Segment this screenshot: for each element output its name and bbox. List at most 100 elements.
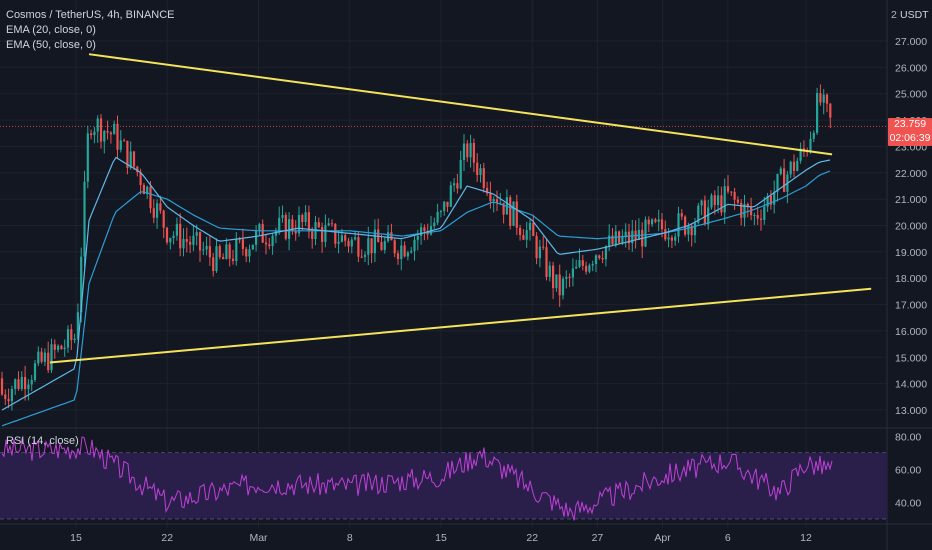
candle-body [301, 214, 304, 223]
candle-body [27, 384, 30, 390]
candle-body [70, 329, 73, 341]
candle-body [697, 205, 700, 223]
candle-body [413, 239, 416, 251]
candle-body [690, 225, 693, 236]
candle-body [829, 103, 832, 118]
candle-body [268, 244, 271, 247]
candle-body [588, 265, 591, 272]
candle-body [535, 235, 538, 259]
candle-body [370, 238, 373, 254]
ema50-legend[interactable]: EMA (50, close, 0) [6, 39, 96, 51]
candle-body [222, 256, 225, 260]
candle-body [436, 211, 439, 223]
price-tick-label: 14.000 [895, 379, 927, 391]
candle-body [542, 246, 545, 248]
candle-body [416, 235, 419, 240]
candle-body [528, 222, 532, 231]
candle-body [367, 238, 370, 255]
candle-body [156, 203, 159, 218]
candle-body [149, 186, 152, 209]
candle-body [387, 232, 390, 242]
candle-body [50, 344, 53, 371]
price-tick-label: 21.000 [895, 194, 927, 206]
candle-body [469, 143, 472, 158]
time-tick-label: 22 [526, 532, 538, 544]
candle-body [57, 345, 60, 350]
time-tick-label: 12 [800, 532, 812, 544]
candle-body [248, 249, 251, 257]
candle-body [568, 276, 571, 278]
price-tick-label: 20.000 [895, 221, 927, 233]
rsi-legend[interactable]: RSI (14, close) [6, 435, 79, 447]
candle-body [512, 201, 515, 226]
symbol-title[interactable]: Cosmos / TetherUS, 4h, BINANCE [6, 9, 175, 21]
candle-body [17, 379, 20, 389]
candle-body [674, 236, 677, 241]
candle-body [667, 237, 670, 240]
time-tick-label: 6 [725, 532, 731, 544]
candle-body [466, 143, 469, 158]
ema-lines [1, 156, 831, 427]
currency-label[interactable]: USDT [900, 9, 929, 21]
candle-body [334, 223, 337, 244]
price-tick-label: 17.000 [895, 300, 927, 312]
candle-body [76, 312, 79, 339]
candle-body [499, 202, 502, 204]
candle-body [73, 338, 76, 341]
candle-body [575, 266, 578, 269]
candle-body [47, 352, 50, 371]
candle-body [604, 246, 607, 260]
candle-body [146, 186, 149, 195]
candle-body [129, 151, 132, 168]
candle-body [822, 94, 825, 103]
trendlines [49, 53, 872, 364]
candle-body [66, 329, 70, 348]
candle-body [459, 159, 462, 189]
candle-body [591, 263, 594, 266]
candle-body [720, 195, 723, 213]
candle-body [816, 93, 819, 133]
candle-body [83, 181, 86, 257]
rsi-band [0, 453, 887, 519]
candle-body [525, 230, 528, 240]
candle-body [278, 217, 281, 231]
candle-body [809, 138, 812, 153]
candle-body [165, 227, 169, 243]
candle-body [294, 231, 297, 234]
candle-body [7, 399, 10, 402]
candle-body [33, 363, 37, 380]
candle-body [152, 208, 155, 218]
candle-body [779, 168, 782, 175]
ema20-legend[interactable]: EMA (20, close, 0) [6, 24, 96, 36]
candle-body [109, 132, 112, 135]
candle-body [182, 239, 185, 249]
candle-body [321, 227, 324, 242]
candle-body [627, 231, 631, 244]
price-tick-label: 13.000 [895, 405, 927, 417]
candle-body [123, 140, 126, 142]
price-tick-label: 19.000 [895, 247, 927, 259]
candle-body [802, 148, 805, 151]
candle-body [608, 235, 611, 247]
candle-body [218, 246, 221, 257]
candle-body [175, 223, 178, 236]
candle-body [707, 207, 710, 225]
candle-body [443, 201, 446, 212]
candle-body [746, 203, 749, 208]
candle-body [825, 94, 829, 104]
candle-body [723, 186, 726, 213]
candle-body [99, 118, 103, 142]
candle-body [53, 344, 56, 350]
candle-body [245, 248, 248, 257]
candle-body [307, 212, 310, 232]
candle-body [515, 201, 518, 228]
scale-mode[interactable]: 2 [891, 9, 897, 21]
rsi-path [1, 436, 833, 521]
rsi-line [1, 436, 833, 521]
candle-body [403, 245, 406, 257]
candle-body [113, 123, 116, 135]
ema20-line [1, 156, 831, 411]
candle-body [304, 212, 307, 223]
candle-body [324, 225, 327, 242]
